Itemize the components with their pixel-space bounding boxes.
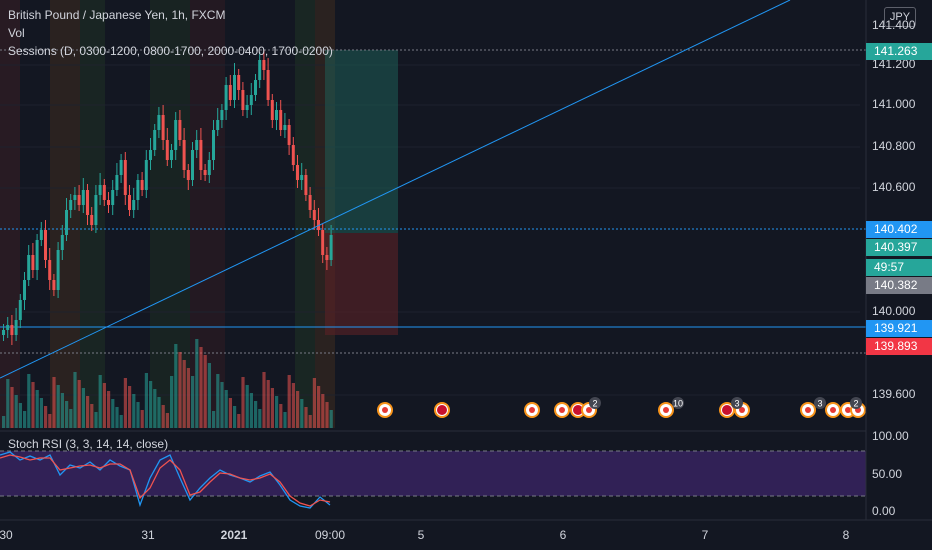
price-tag-crosshair: 140.382 <box>866 277 932 294</box>
economic-events[interactable]: 2 10 3 3 2 <box>377 397 866 418</box>
position-stop-zone[interactable] <box>325 233 398 335</box>
event-count-text: 2 <box>853 399 858 409</box>
event-marker-icon[interactable] <box>658 402 674 418</box>
time-label: 5 <box>417 528 425 542</box>
event-count-text: 3 <box>817 399 822 409</box>
event-count-text: 2 <box>592 399 597 409</box>
event-count-text: 3 <box>734 399 739 409</box>
event-marker-icon[interactable] <box>825 402 841 418</box>
price-tag-target: 141.263 <box>866 43 932 60</box>
event-marker-icon[interactable] <box>434 402 450 418</box>
symbol-title[interactable]: British Pound / Japanese Yen, 1h, FXCM <box>8 8 226 22</box>
time-label: 7 <box>701 528 709 542</box>
price-label: 141.000 <box>872 97 916 111</box>
event-marker-icon[interactable] <box>554 402 570 418</box>
position-target-zone[interactable] <box>325 50 398 233</box>
event-count-badge[interactable]: 3 <box>814 397 826 409</box>
event-count-text: 10 <box>673 399 683 409</box>
sessions-legend[interactable]: Sessions (D, 0300-1200, 0800-1700, 2000-… <box>8 44 333 58</box>
volume-bars <box>2 339 333 428</box>
price-tag-last: 140.397 <box>866 239 932 256</box>
price-label: 140.600 <box>872 180 916 194</box>
price-label: 140.000 <box>872 304 916 318</box>
price-tag-stop: 139.893 <box>866 338 932 355</box>
event-marker-icon[interactable] <box>719 402 735 418</box>
stoch-band <box>0 451 866 496</box>
time-label: 2021 <box>220 528 248 542</box>
candlesticks <box>2 50 333 345</box>
stoch-rsi-legend[interactable]: Stoch RSI (3, 3, 14, 14, close) <box>8 437 169 451</box>
volume-legend[interactable]: Vol <box>8 26 25 40</box>
event-marker-icon[interactable] <box>800 402 816 418</box>
price-grid <box>0 64 860 396</box>
event-count-badge[interactable]: 2 <box>850 397 862 409</box>
bar-countdown: 49:57 <box>866 259 932 276</box>
price-tag-level: 140.402 <box>866 221 932 238</box>
price-label: 139.600 <box>872 387 916 401</box>
trend-line[interactable] <box>0 0 791 379</box>
event-marker-icon[interactable] <box>377 402 393 418</box>
event-marker-icon[interactable] <box>570 402 586 418</box>
stoch-d-line <box>0 454 331 507</box>
price-label: 140.800 <box>872 139 916 153</box>
event-count-badge[interactable]: 2 <box>589 397 601 409</box>
time-label: 09:00 <box>314 528 346 542</box>
currency-badge[interactable]: JPY <box>884 7 916 27</box>
price-label: 141.400 <box>872 18 916 32</box>
time-label: 8 <box>842 528 850 542</box>
session-shading <box>0 0 335 428</box>
price-tag-support: 139.921 <box>866 320 932 337</box>
event-count-badge[interactable]: 3 <box>731 397 743 409</box>
event-marker-icon[interactable] <box>524 402 540 418</box>
stoch-axis-label: 50.00 <box>872 467 903 481</box>
time-label: 6 <box>559 528 567 542</box>
stoch-axis-label: 100.00 <box>872 429 909 443</box>
event-count-badge[interactable]: 10 <box>672 397 684 409</box>
price-label: 141.200 <box>872 57 916 71</box>
time-label: 30 <box>0 528 13 542</box>
stoch-axis-label: 0.00 <box>872 504 896 518</box>
time-label: 31 <box>141 528 155 542</box>
